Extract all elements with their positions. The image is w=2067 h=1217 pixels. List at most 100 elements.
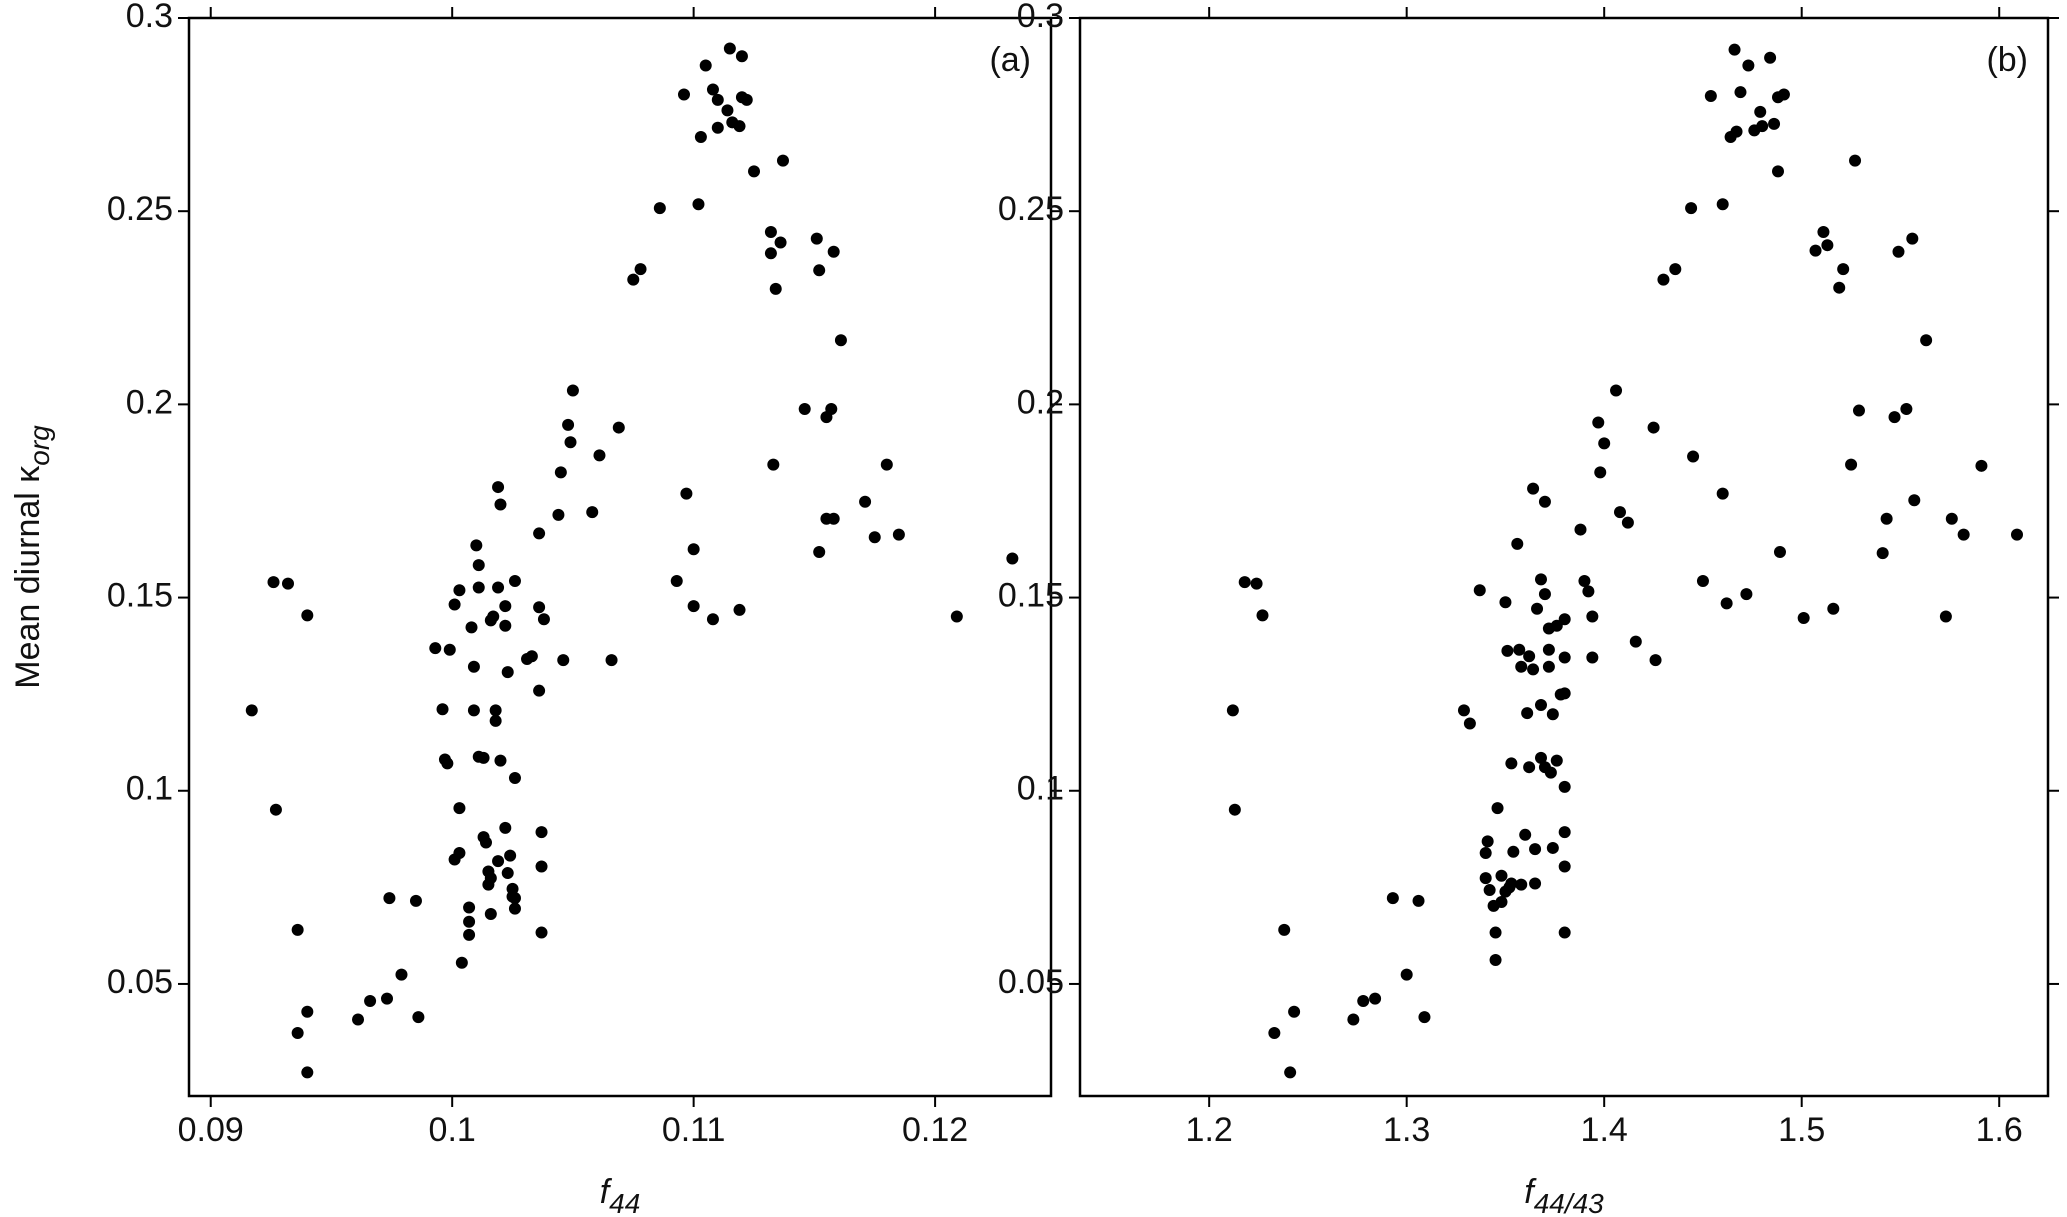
data-point (1511, 537, 1524, 550)
data-point (1546, 708, 1559, 721)
data-point (533, 527, 546, 540)
data-point (2010, 528, 2023, 541)
data-point (670, 574, 683, 587)
data-point (1716, 487, 1729, 500)
data-point (492, 481, 505, 494)
data-point (827, 245, 840, 258)
data-point (1256, 609, 1269, 622)
data-point (1906, 232, 1919, 245)
data-point (291, 923, 304, 936)
data-point (1728, 43, 1741, 56)
data-point (825, 403, 838, 416)
data-point (1529, 843, 1542, 856)
y-axis-label-sub: org (24, 425, 55, 466)
data-point (1284, 1066, 1297, 1079)
data-point (566, 384, 579, 397)
data-point (1957, 528, 1970, 541)
data-point (1501, 644, 1514, 657)
data-point (1542, 643, 1555, 656)
data-point (245, 704, 258, 717)
data-point (1975, 459, 1988, 472)
data-point (535, 860, 548, 873)
data-point (409, 894, 422, 907)
data-point (1764, 51, 1777, 64)
data-point (1768, 117, 1781, 130)
data-point (694, 131, 707, 144)
data-point (301, 1005, 314, 1018)
data-point (1505, 877, 1518, 890)
data-point (1754, 105, 1767, 118)
data-point (489, 714, 502, 727)
data-point (1513, 643, 1526, 656)
data-point (395, 968, 408, 981)
data-point (733, 603, 746, 616)
y-tick-label: 0.15 (998, 577, 1064, 615)
data-point (1529, 877, 1542, 890)
data-point (1489, 926, 1502, 939)
data-point (798, 403, 811, 416)
data-point (463, 915, 476, 928)
data-point (1527, 663, 1540, 676)
data-point (1457, 704, 1470, 717)
panel-label: (b) (1986, 41, 2028, 79)
data-point (508, 574, 521, 587)
data-point (1821, 239, 1834, 252)
data-point (859, 495, 872, 508)
data-point (441, 757, 454, 770)
y-tick-label: 0.1 (126, 770, 173, 808)
data-point (1228, 803, 1241, 816)
data-point (1939, 610, 1952, 623)
data-point (764, 247, 777, 260)
data-point (950, 610, 963, 623)
data-point (1592, 416, 1605, 429)
plot-frame (187, 16, 1053, 1098)
data-point (1495, 896, 1508, 909)
data-point (1238, 576, 1251, 589)
data-point (1687, 450, 1700, 463)
x-tick-label: 0.11 (662, 1111, 726, 1149)
data-point (537, 613, 550, 626)
data-point (1756, 120, 1769, 133)
data-point (740, 93, 753, 106)
data-point (1772, 165, 1785, 178)
data-point (506, 882, 519, 895)
data-point (484, 872, 497, 885)
y-axis-label: Mean diurnal κorg (9, 425, 55, 689)
data-point (1483, 884, 1496, 897)
data-point (733, 120, 746, 133)
data-point (1495, 869, 1508, 882)
data-point (834, 334, 847, 347)
data-point (1400, 968, 1413, 981)
data-point (508, 902, 521, 915)
data-point (1817, 226, 1830, 239)
data-point (1473, 584, 1486, 597)
data-point (269, 803, 282, 816)
data-point (810, 232, 823, 245)
data-point (535, 826, 548, 839)
data-point (1704, 90, 1717, 103)
data-point (711, 121, 724, 134)
data-point (562, 418, 575, 431)
data-point (1586, 651, 1599, 664)
data-point (1777, 88, 1790, 101)
data-point (1598, 437, 1611, 450)
data-point (813, 264, 826, 277)
data-point (281, 577, 294, 590)
data-point (508, 892, 521, 905)
data-point (1594, 466, 1607, 479)
data-point (1006, 552, 1019, 565)
data-point (1538, 588, 1551, 601)
data-point (1558, 613, 1571, 626)
data-point (612, 421, 625, 434)
data-point (1418, 1011, 1431, 1024)
data-point (1629, 635, 1642, 648)
y-tick-label: 0.15 (107, 577, 173, 615)
y-tick-label: 0.2 (126, 383, 173, 421)
data-point (721, 104, 734, 117)
data-point (1696, 574, 1709, 587)
data-point (1613, 506, 1626, 519)
data-point (776, 154, 789, 167)
data-point (1550, 754, 1563, 767)
data-point (487, 610, 500, 623)
